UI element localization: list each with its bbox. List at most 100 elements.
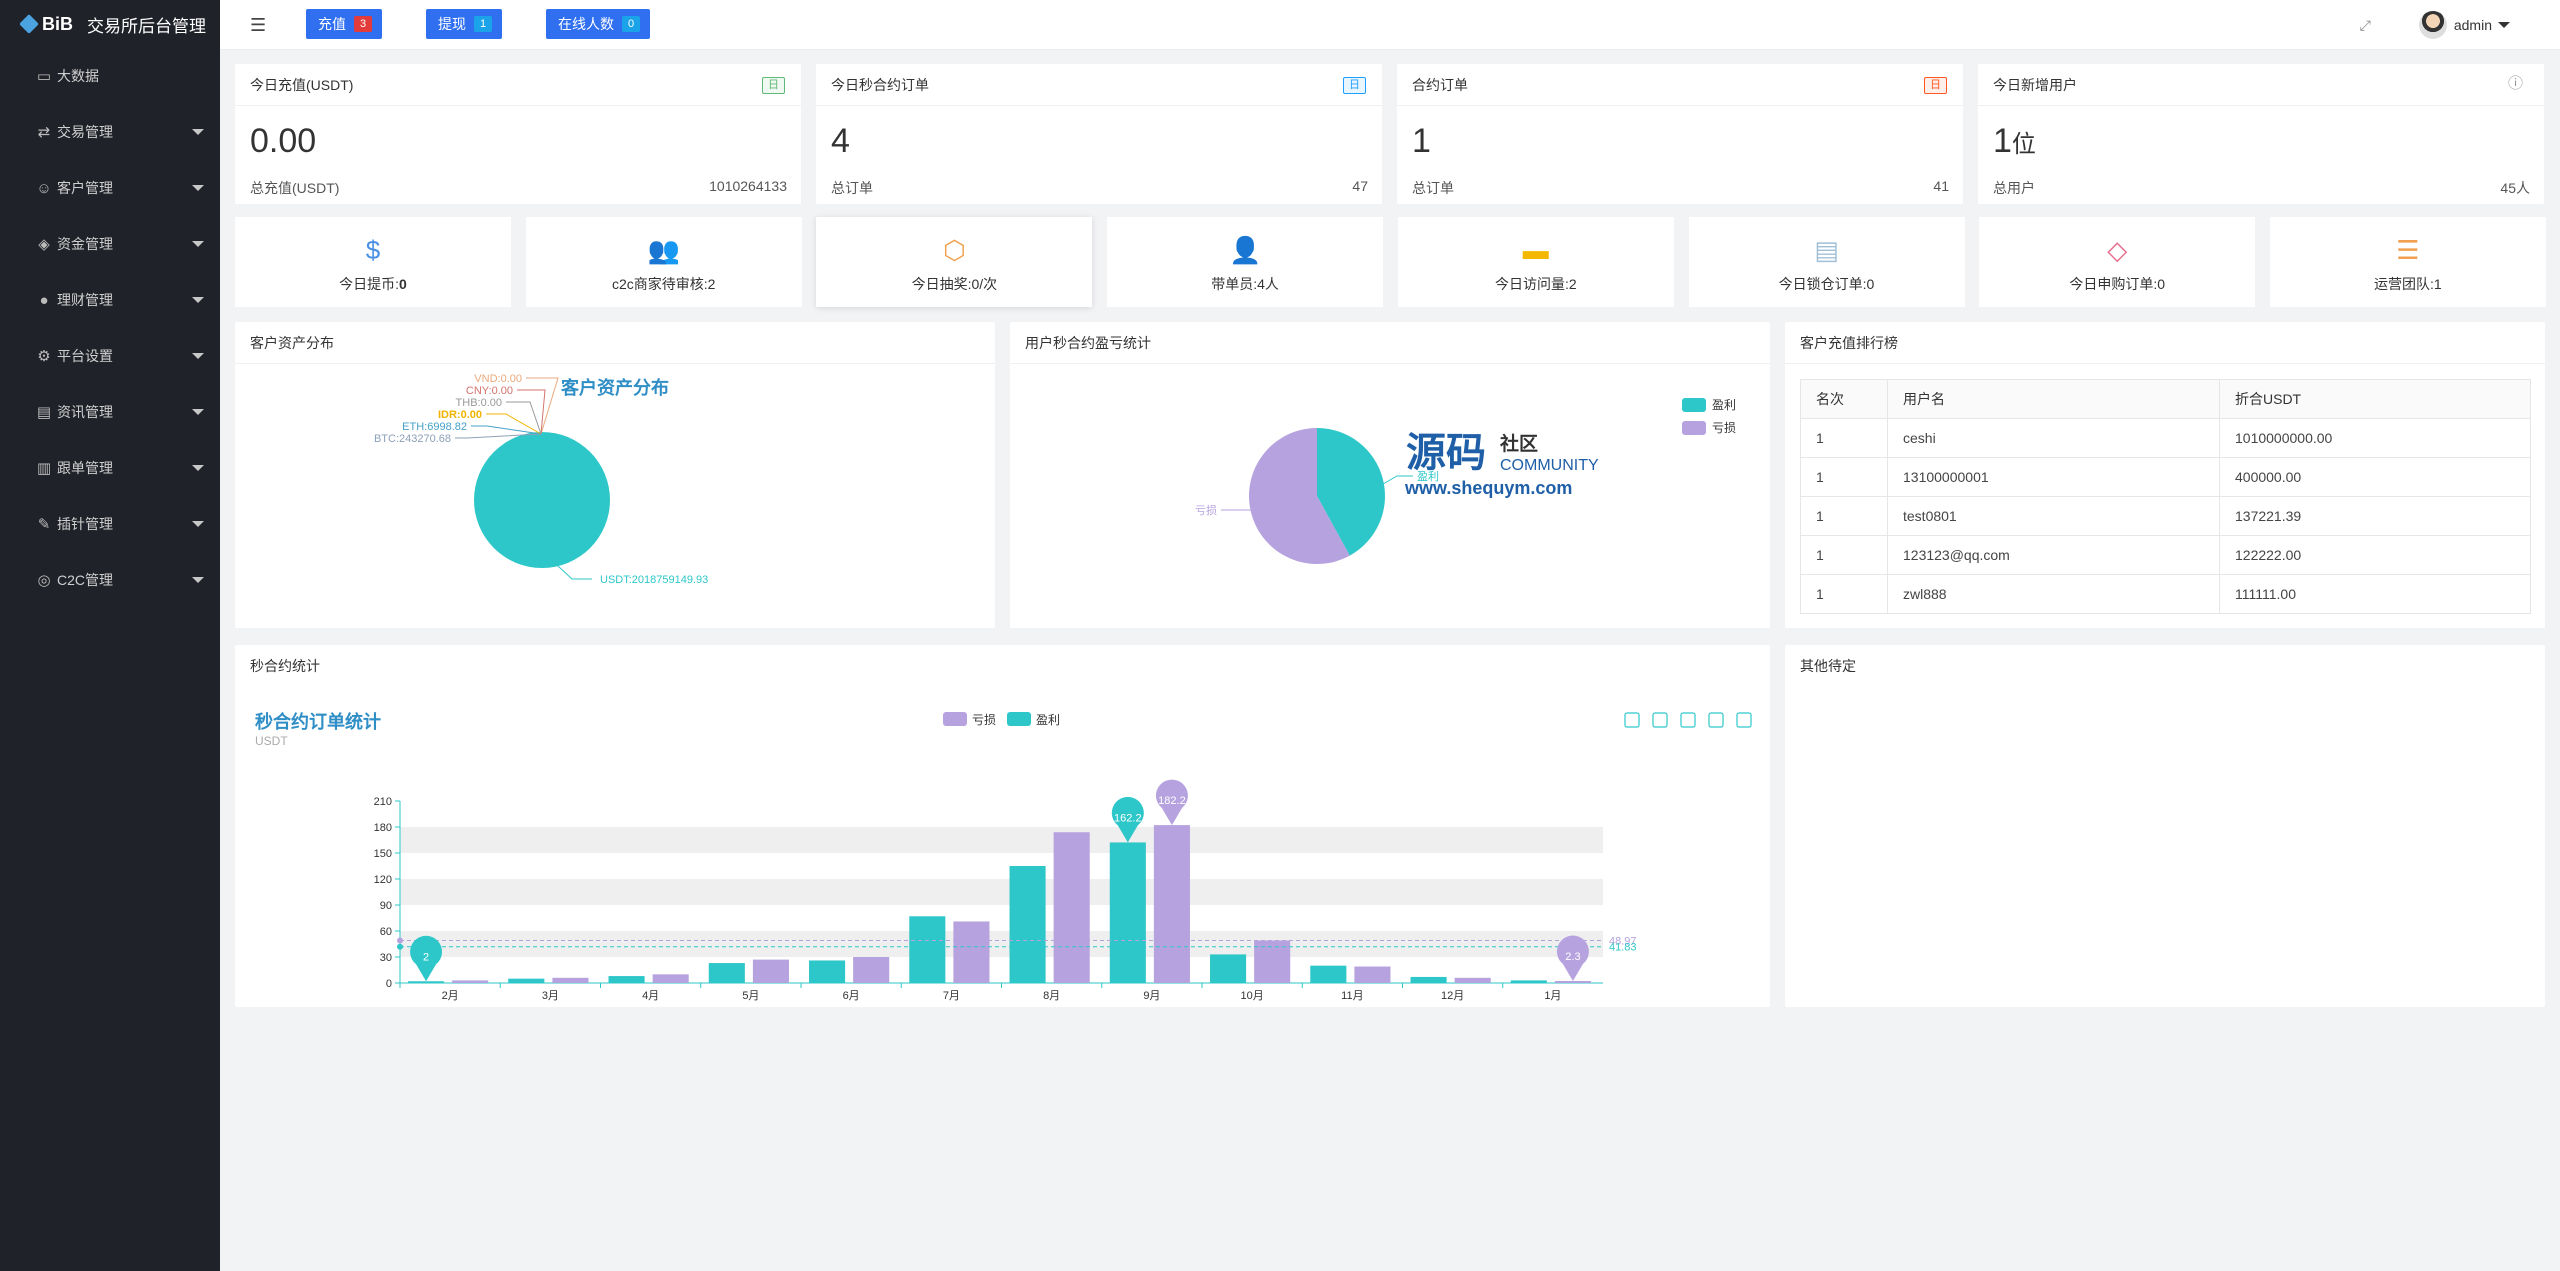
label-leader-line bbox=[1382, 475, 1413, 485]
shortcut-tag[interactable]: ◇ 今日申购订单:0 bbox=[1979, 217, 2256, 307]
pie-slice[interactable] bbox=[1249, 428, 1350, 564]
usdt-cell: 1010000000.00 bbox=[2219, 418, 2531, 458]
withdraw-button[interactable]: 提现 1 bbox=[426, 9, 502, 39]
table-row[interactable]: 1 test0801 137221.39 bbox=[1800, 496, 2531, 536]
legend-swatch[interactable] bbox=[1682, 398, 1706, 412]
recharge-button[interactable]: 充值 3 bbox=[306, 9, 382, 39]
shortcut-card[interactable]: ▬ 今日访问量:2 bbox=[1397, 217, 1674, 307]
table-row[interactable]: 1 zwl888 111111.00 bbox=[1800, 574, 2531, 614]
sidebar-item-2[interactable]: ☺ 客户管理 bbox=[0, 160, 220, 216]
legend-label[interactable]: 盈利 bbox=[1036, 713, 1060, 727]
bar-profit[interactable] bbox=[1510, 980, 1547, 983]
bar-loss[interactable] bbox=[1254, 940, 1291, 983]
legend-label[interactable]: 盈利 bbox=[1712, 398, 1736, 412]
stat-value-number: 0.00 bbox=[250, 122, 317, 160]
refresh-icon[interactable] bbox=[1708, 712, 1724, 728]
chevron-down-icon bbox=[192, 577, 204, 583]
bar-loss[interactable] bbox=[853, 957, 890, 983]
line-chart-icon[interactable] bbox=[1652, 712, 1668, 728]
shortcut-file[interactable]: ▤ 今日锁仓订单:0 bbox=[1688, 217, 1965, 307]
bar-loss[interactable] bbox=[552, 977, 589, 983]
chevron-down-icon[interactable] bbox=[2498, 22, 2510, 28]
sidebar-item-1[interactable]: ⇄ 交易管理 bbox=[0, 104, 220, 160]
pie-slice[interactable] bbox=[474, 432, 610, 568]
data-view-icon[interactable] bbox=[1624, 712, 1640, 728]
label-leader-line bbox=[455, 433, 542, 439]
bar-profit[interactable] bbox=[608, 976, 645, 983]
shortcut-dollar[interactable]: $ 今日提币:0 bbox=[235, 217, 511, 307]
y-tick-label: 0 bbox=[386, 978, 392, 990]
stat-card: 合约订单 日 1 总订单 41 bbox=[1397, 64, 1963, 204]
bar-loss[interactable] bbox=[652, 974, 689, 983]
fullscreen-icon[interactable]: ⤢ bbox=[2359, 16, 2371, 33]
bar-loss[interactable] bbox=[1454, 977, 1491, 983]
bar-loss[interactable] bbox=[1153, 825, 1190, 983]
legend-label[interactable]: 亏损 bbox=[972, 713, 996, 727]
bar-loss[interactable] bbox=[752, 959, 789, 983]
shortcut-user[interactable]: 👤 带单员:4人 bbox=[1107, 217, 1384, 307]
online-users-button[interactable]: 在线人数 0 bbox=[546, 9, 650, 39]
shortcut-label: 今日申购订单:0 bbox=[1979, 274, 2255, 294]
stat-value-number: 1 bbox=[1993, 122, 2012, 160]
bar-profit[interactable] bbox=[809, 960, 846, 983]
online-users-badge: 0 bbox=[622, 16, 640, 32]
download-icon[interactable] bbox=[1736, 712, 1752, 728]
app-logo[interactable]: BiB 交易所后台管理 bbox=[0, 0, 220, 48]
sliders-icon: ☰ bbox=[2396, 235, 2420, 265]
box-icon: ⬡ bbox=[943, 235, 966, 265]
wallet-icon: ◈ bbox=[38, 236, 50, 253]
avatar[interactable] bbox=[2418, 11, 2447, 39]
bar-profit[interactable] bbox=[1009, 866, 1046, 983]
bar-profit[interactable] bbox=[508, 978, 545, 983]
legend-swatch[interactable] bbox=[943, 712, 967, 726]
table-row[interactable]: 1 ceshi 1010000000.00 bbox=[1800, 418, 2531, 458]
bar-profit[interactable] bbox=[909, 916, 946, 983]
bar-profit[interactable] bbox=[1210, 954, 1247, 983]
sidebar-item-5[interactable]: ⚙ 平台设置 bbox=[0, 328, 220, 384]
file-icon: ▤ bbox=[1814, 235, 1839, 265]
shortcut-users[interactable]: 👥 c2c商家待审核:2 bbox=[525, 217, 802, 307]
sidebar-item-4[interactable]: ● 理财管理 bbox=[0, 272, 220, 328]
stat-card-title: 今日秒合约订单 日 bbox=[816, 64, 1382, 106]
mark-point-pin[interactable] bbox=[1111, 796, 1144, 843]
sidebar-item-7[interactable]: ▥ 跟单管理 bbox=[0, 440, 220, 496]
legend-swatch[interactable] bbox=[1007, 712, 1031, 726]
admin-username[interactable]: admin bbox=[2453, 17, 2492, 33]
stat-title-text: 今日新增用户 bbox=[1993, 77, 2077, 93]
table-row[interactable]: 1 123123@qq.com 122222.00 bbox=[1800, 535, 2531, 575]
pie-slice[interactable] bbox=[1317, 428, 1385, 556]
pie-label: VND:0.00 bbox=[474, 373, 522, 385]
bar-loss[interactable] bbox=[953, 921, 990, 983]
stat-total-value: 45人 bbox=[2500, 180, 2530, 196]
bar-profit[interactable] bbox=[408, 981, 445, 983]
legend-label[interactable]: 亏损 bbox=[1712, 421, 1736, 435]
sidebar-item-9[interactable]: ◎ C2C管理 bbox=[0, 552, 220, 608]
bar-loss[interactable] bbox=[1053, 832, 1090, 983]
sidebar-item-6[interactable]: ▤ 资讯管理 bbox=[0, 384, 220, 440]
legend-swatch[interactable] bbox=[1682, 421, 1706, 435]
menu-toggle-icon[interactable]: ☰ bbox=[250, 15, 267, 35]
sidebar-item-3[interactable]: ◈ 资金管理 bbox=[0, 216, 220, 272]
sidebar-item-0[interactable]: ▭ 大数据 bbox=[0, 48, 220, 104]
mark-point-pin[interactable] bbox=[1155, 779, 1188, 826]
label-leader-line bbox=[506, 401, 542, 435]
shortcut-box[interactable]: ⬡ 今日抽奖:0/次 bbox=[816, 217, 1093, 307]
mark-point-pin[interactable] bbox=[410, 935, 443, 982]
bar-profit[interactable] bbox=[1109, 842, 1146, 983]
chevron-down-icon bbox=[192, 297, 204, 303]
chevron-down-icon bbox=[192, 409, 204, 415]
shortcut-value: 0 bbox=[399, 276, 407, 292]
bar-profit[interactable] bbox=[1410, 976, 1447, 983]
bar-profit[interactable] bbox=[1310, 965, 1347, 983]
shortcut-sliders[interactable]: ☰ 运营团队:1 bbox=[2269, 217, 2546, 307]
table-row[interactable]: 1 13100000001 400000.00 bbox=[1800, 457, 2531, 497]
bar-profit[interactable] bbox=[708, 963, 745, 983]
sidebar-item-8[interactable]: ✎ 插针管理 bbox=[0, 496, 220, 552]
bar-loss[interactable] bbox=[1354, 966, 1391, 983]
mark-point-pin[interactable] bbox=[1556, 935, 1589, 982]
bar-loss[interactable] bbox=[452, 980, 489, 983]
pie-label: 亏损 bbox=[1195, 503, 1217, 517]
bar-chart-icon[interactable] bbox=[1680, 712, 1696, 728]
bar-loss[interactable] bbox=[1554, 981, 1591, 983]
